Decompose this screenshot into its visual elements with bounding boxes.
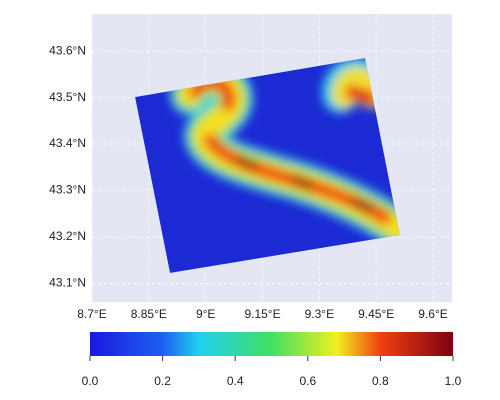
colorbar-tick-label: 0.2: [154, 374, 171, 388]
colorbar: [90, 332, 453, 356]
colorbar-tick-label: 0.0: [82, 374, 99, 388]
x-tick-label: 8.7°E: [77, 307, 106, 321]
y-tick-label: 43.5°N: [49, 90, 86, 104]
y-tick-label: 43.2°N: [49, 229, 86, 243]
x-tick-label: 8.85°E: [131, 307, 167, 321]
y-tick-label: 43.6°N: [49, 43, 86, 57]
x-tick-label: 9°E: [196, 307, 215, 321]
colorbar-tick-label: 0.8: [372, 374, 389, 388]
heatmap-field: [135, 58, 400, 273]
colorbar-tick-label: 1.0: [445, 374, 462, 388]
x-tick-label: 9.15°E: [244, 307, 280, 321]
y-tick-label: 43.4°N: [49, 136, 86, 150]
x-tick-label: 9.6°E: [418, 307, 447, 321]
y-tick-label: 43.3°N: [49, 183, 86, 197]
colorbar-tick-label: 0.6: [299, 374, 316, 388]
colorbar-tick-label: 0.4: [227, 374, 244, 388]
y-tick-label: 43.1°N: [49, 276, 86, 290]
x-tick-label: 9.45°E: [358, 307, 394, 321]
x-tick-label: 9.3°E: [305, 307, 334, 321]
